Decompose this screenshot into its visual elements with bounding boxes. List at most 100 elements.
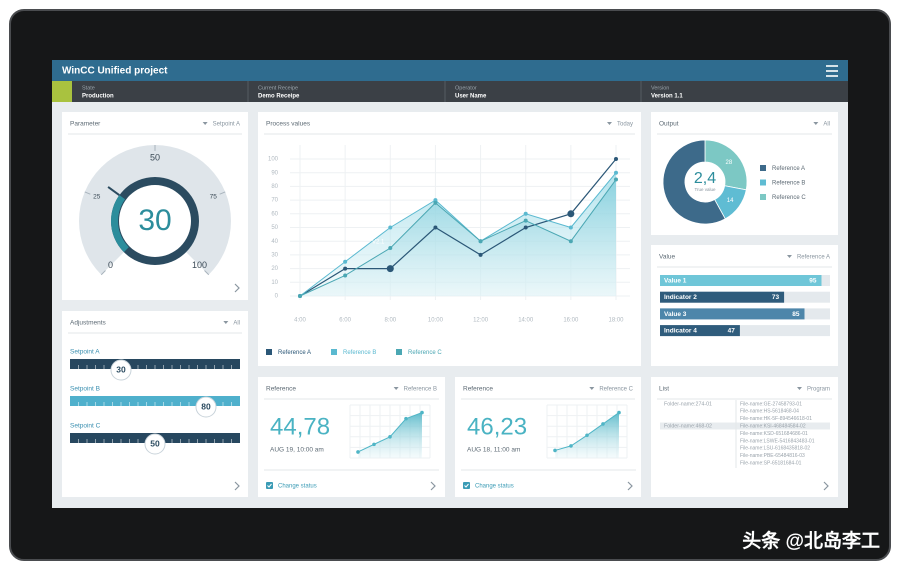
point — [343, 273, 348, 278]
line — [299, 172, 617, 297]
status-value: Version 1.1 — [651, 94, 683, 100]
panel-title: Output — [659, 121, 679, 128]
point — [614, 157, 618, 161]
chevron[interactable] — [234, 283, 240, 293]
header-bar — [52, 60, 848, 81]
chevron[interactable] — [823, 481, 829, 491]
checkbox-label[interactable]: Change status — [475, 484, 514, 490]
panel-filter[interactable]: Setpoint A — [213, 122, 240, 128]
point — [433, 225, 438, 230]
slider-knob[interactable] — [110, 359, 132, 381]
filter-arrow[interactable] — [786, 255, 792, 258]
legend-swatch — [760, 179, 766, 186]
file-item[interactable]: File-name:KSI-468484584-02 — [740, 424, 806, 430]
slider-value: 50 — [150, 438, 160, 448]
spark-point — [585, 433, 589, 438]
file-item[interactable]: File-name:HS-5618468-04 — [740, 409, 799, 415]
legend-swatch — [760, 165, 766, 171]
reference-value: 46,23 — [467, 413, 527, 440]
gauge-tick — [84, 191, 91, 195]
point — [433, 198, 438, 203]
chevron[interactable] — [430, 481, 436, 491]
menu-button[interactable] — [826, 65, 838, 77]
status-value: Production — [82, 94, 114, 100]
donut-label: 14 — [727, 198, 734, 204]
file-item[interactable]: File-name:LSU-6168435818-02 — [740, 446, 810, 452]
checkbox[interactable] — [266, 482, 273, 489]
legend-label: Reference A — [278, 350, 311, 356]
folder-item[interactable]: Folder-name:274-01 — [664, 401, 712, 407]
x-tick-label: 4:00 — [294, 318, 306, 324]
status-value: Demo Receipe — [258, 94, 300, 100]
filter-arrow[interactable] — [606, 122, 612, 125]
x-tick-label: 6:00 — [339, 318, 351, 324]
panel-filter[interactable]: Reference C — [599, 387, 633, 393]
filter-arrow[interactable] — [393, 387, 399, 390]
x-tick-label: 12:00 — [473, 318, 489, 324]
gauge-tick-label: 75 — [210, 194, 218, 201]
x-tick-label: 10:00 — [428, 318, 444, 324]
y-tick-label: 40 — [271, 239, 278, 245]
y-tick-label: 10 — [271, 280, 278, 286]
panel-filter[interactable]: Today — [617, 122, 633, 128]
panel-title: Parameter — [70, 121, 101, 128]
panel-filter[interactable]: All — [823, 122, 830, 128]
checkbox[interactable] — [463, 482, 470, 489]
file-item[interactable]: File-name:PBE-65484816-03 — [740, 453, 805, 459]
slider-label: Setpoint C — [70, 423, 101, 430]
checkmark — [267, 483, 272, 488]
panel-title: Reference — [463, 386, 493, 393]
spark-area — [358, 412, 422, 458]
point — [568, 225, 573, 230]
bar-track — [660, 325, 830, 337]
file-item[interactable]: File-name:SP-65181684-01 — [740, 461, 802, 467]
point — [523, 211, 528, 216]
panel-filter[interactable]: Reference B — [404, 387, 437, 393]
panel-filter[interactable]: All — [233, 321, 240, 327]
bar-category: Value 3 — [664, 311, 687, 318]
spark-point — [356, 450, 360, 454]
gauge-center — [119, 185, 191, 257]
chevron[interactable] — [627, 481, 633, 491]
chevron[interactable] — [234, 481, 240, 491]
point — [343, 266, 348, 271]
checkbox-label[interactable]: Change status — [278, 484, 317, 490]
file-item[interactable]: File-name:KSD-651684686-01 — [740, 431, 808, 437]
status-label: Version — [651, 85, 669, 91]
filter-arrow[interactable] — [813, 122, 819, 125]
spark-point — [388, 435, 392, 439]
legend-swatch — [396, 349, 402, 355]
bar — [660, 275, 822, 286]
app-title: WinCC Unified project — [62, 66, 168, 77]
bar-value: 73 — [772, 294, 780, 301]
filter-arrow[interactable] — [796, 387, 802, 390]
panel — [651, 377, 838, 497]
filter-arrow[interactable] — [202, 122, 208, 125]
file-item[interactable]: File-name:HK-5F-894546618-01 — [740, 416, 812, 422]
spark-point — [420, 410, 424, 415]
slider-value: 80 — [201, 401, 211, 411]
legend-label: Reference A — [772, 166, 805, 172]
panel-filter[interactable]: Reference A — [797, 255, 830, 261]
panel-filter[interactable]: Program — [807, 387, 830, 393]
point — [523, 225, 528, 230]
filter-arrow[interactable] — [589, 387, 595, 390]
status-label: Operator — [455, 85, 477, 91]
y-tick-label: 70 — [271, 198, 278, 204]
status-label: State — [82, 85, 95, 91]
gauge-tick-label: 50 — [150, 152, 160, 162]
x-tick-label: 8:00 — [384, 318, 396, 324]
slider-knob[interactable] — [195, 396, 217, 418]
slider-track — [70, 359, 240, 369]
file-item[interactable]: File-name:GE-27458793-01 — [740, 401, 802, 407]
point — [523, 218, 528, 223]
file-item[interactable]: File-name:LSWE-5416843483-01 — [740, 438, 815, 444]
gauge-needle — [107, 186, 120, 196]
slider-knob[interactable] — [144, 433, 166, 455]
y-tick-label: 30 — [271, 252, 278, 258]
folder-item[interactable]: Folder-name:468-02 — [664, 423, 712, 429]
y-tick-label: 50 — [271, 225, 278, 231]
filter-arrow[interactable] — [223, 321, 229, 324]
slider-value: 30 — [116, 364, 126, 374]
